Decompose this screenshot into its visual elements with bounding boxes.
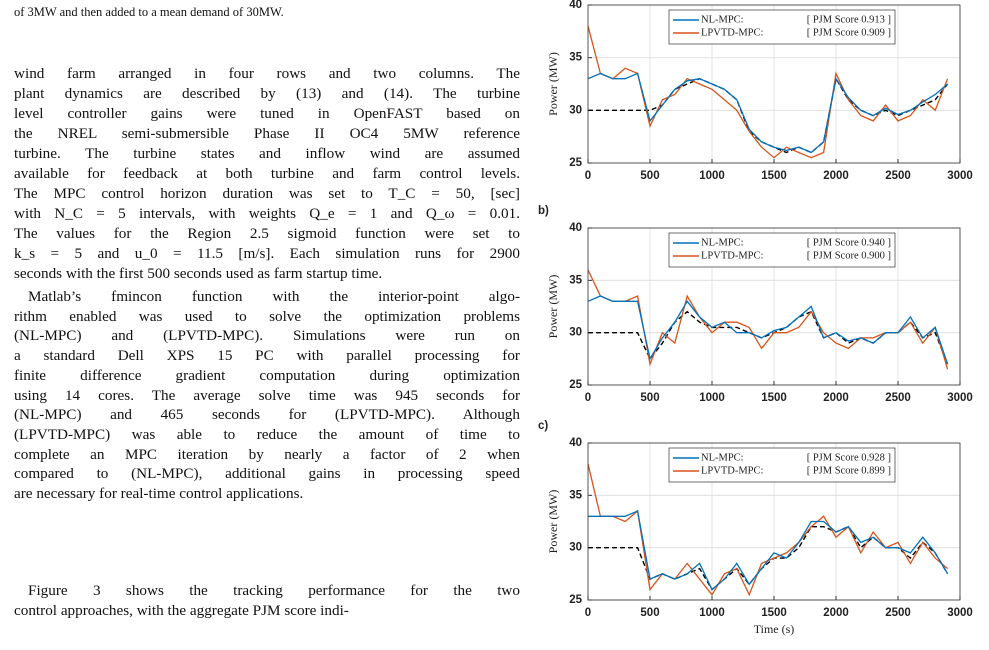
text-line: level controller gains were tuned in Ope…: [14, 105, 520, 122]
x-axis-label: Time (s): [754, 622, 795, 636]
series-line: [588, 510, 949, 591]
text-line: seconds with the first 500 seconds used …: [14, 265, 383, 282]
text-line: (LPVTD-MPC) was able to reduce the amoun…: [14, 425, 520, 443]
text-line: Matlab’s fmincon function with the inter…: [28, 288, 520, 305]
x-tick-label: 1000: [699, 607, 725, 619]
y-tick-label: 40: [569, 222, 582, 234]
text-line: a standard Dell XPS 15 PC with parallel …: [14, 347, 520, 365]
x-tick-label: 1500: [761, 170, 787, 182]
text-line: Figure 3 shows the tracking performance …: [28, 582, 520, 599]
x-tick-label: 0: [585, 170, 591, 182]
x-tick-label: 2000: [823, 607, 849, 619]
text-line: k_s = 5 and u_0 = 11.5 [m/s]. Each simul…: [14, 245, 520, 262]
y-axis-label: Power (MW): [546, 490, 560, 554]
y-axis-label: Power (MW): [546, 275, 560, 339]
x-tick-label: 500: [640, 170, 659, 182]
text-line: available for feedback at both turbine a…: [14, 165, 520, 182]
x-tick-label: 2500: [885, 392, 911, 404]
legend-note: [ PJM Score 0.940 ]: [807, 237, 891, 248]
y-tick-label: 25: [569, 379, 582, 391]
x-tick-label: 0: [585, 392, 591, 404]
y-tick-label: 30: [569, 327, 582, 339]
legend-note: [ PJM Score 0.928 ]: [807, 452, 891, 463]
legend-box: [668, 9, 896, 45]
text-line: are necessary for real-time control appl…: [14, 485, 304, 502]
y-axis-label: Power (MW): [546, 52, 560, 116]
x-tick-label: 3000: [947, 170, 973, 182]
text-line: The MPC control horizon duration was set…: [14, 185, 520, 202]
y-tick-label: 35: [569, 52, 582, 64]
legend-label: NL-MPC:: [701, 237, 744, 248]
y-tick-label: 25: [569, 157, 582, 169]
x-tick-label: 3000: [947, 607, 973, 619]
text-line: finite difference gradient computation d…: [14, 366, 520, 384]
x-tick-label: 3000: [947, 392, 973, 404]
legend-note: [ PJM Score 0.913 ]: [807, 14, 891, 25]
legend-label: LPVTD-MPC:: [701, 250, 764, 261]
plot-frame: [587, 442, 961, 601]
legend-box: [668, 232, 896, 268]
reference-line: [588, 76, 949, 154]
text-line: compared to (NL-MPC), additional gains i…: [14, 465, 520, 483]
legend-label: NL-MPC:: [701, 452, 744, 463]
series-line: [588, 295, 949, 365]
x-tick-label: 2000: [823, 170, 849, 182]
legend-box: [668, 447, 896, 483]
text-line: (NL-MPC) and 465 seconds for (LPVTD-MPC)…: [14, 406, 520, 424]
panel-label: c): [538, 420, 548, 432]
text-line: rithm enabled was used to solve the opti…: [14, 307, 520, 325]
x-tick-label: 2500: [885, 170, 911, 182]
legend-note: [ PJM Score 0.900 ]: [807, 250, 891, 261]
caption-fragment: of 3MW and then added to a mean demand o…: [14, 5, 284, 19]
x-tick-label: 500: [640, 392, 659, 404]
x-tick-label: 2500: [885, 607, 911, 619]
x-tick-label: 0: [585, 607, 591, 619]
x-tick-label: 1500: [761, 607, 787, 619]
x-tick-label: 1000: [699, 170, 725, 182]
text-line: (NL-MPC) and (LPVTD-MPC). Simulations we…: [14, 327, 520, 345]
legend-label: NL-MPC:: [701, 14, 744, 25]
panel-label: b): [538, 205, 549, 217]
text-line: wind farm arranged in four rows and two …: [14, 65, 520, 82]
legend-label: LPVTD-MPC:: [701, 27, 764, 38]
y-tick-label: 25: [569, 594, 582, 606]
y-tick-label: 35: [569, 489, 582, 501]
plot-frame: [587, 227, 961, 386]
x-tick-label: 2000: [823, 392, 849, 404]
series-line: [588, 72, 949, 154]
legend-note: [ PJM Score 0.909 ]: [807, 27, 891, 38]
x-tick-label: 1500: [761, 392, 787, 404]
text-line: control approaches, with the aggregate P…: [14, 602, 349, 619]
legend-note: [ PJM Score 0.899 ]: [807, 465, 891, 476]
text-line: using 14 cores. The average solve time w…: [14, 386, 520, 404]
y-tick-label: 40: [569, 437, 582, 449]
text-line: with N_C = 5 intervals, with weights Q_e…: [14, 205, 520, 222]
y-tick-label: 40: [569, 0, 582, 11]
text-line: complete an MPC iteration by nearly a fa…: [14, 445, 520, 463]
legend-label: LPVTD-MPC:: [701, 465, 764, 476]
text-line: turbine. The turbine states and inflow w…: [14, 145, 520, 162]
x-tick-label: 500: [640, 607, 659, 619]
text-line: plant dynamics are described by (13) and…: [14, 85, 520, 102]
y-tick-label: 35: [569, 274, 582, 286]
y-tick-label: 30: [569, 542, 582, 554]
text-line: The values for the Region 2.5 sigmoid fu…: [14, 225, 520, 242]
plot-frame: [587, 4, 961, 164]
x-tick-label: 1000: [699, 392, 725, 404]
series-line: [588, 25, 949, 159]
text-line: the NREL semi-submersible Phase II OC4 5…: [14, 125, 520, 142]
y-tick-label: 30: [569, 104, 582, 116]
